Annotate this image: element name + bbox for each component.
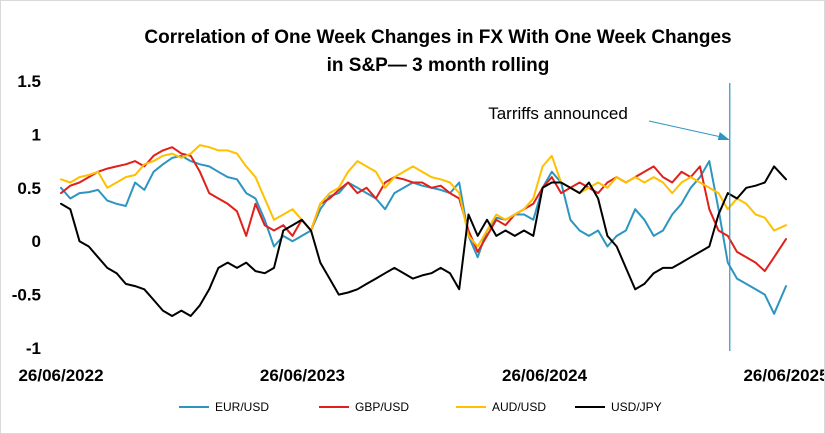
x-axis-ticks: 26/06/2022 26/06/2023 26/06/2024 26/06/2025 <box>18 366 824 385</box>
chart-title-line-2: in S&P— 3 month rolling <box>327 55 550 76</box>
series-line-gbp-usd <box>60 146 787 273</box>
series-line-aud-usd <box>60 144 787 248</box>
y-axis-ticks: 1.5 1 0.5 0 -0.5 -1 <box>12 72 41 358</box>
series-layer <box>60 144 787 317</box>
x-tick-label: 26/06/2022 <box>18 366 103 385</box>
x-tick-label: 26/06/2023 <box>260 366 345 385</box>
y-tick-label: 1.5 <box>17 72 41 91</box>
annotation-label: Tarriffs announced <box>488 104 628 123</box>
legend: EUR/USD GBP/USD AUD/USD USD/JPY <box>179 400 662 414</box>
x-tick-label: 26/06/2025 <box>743 366 824 385</box>
legend-label: GBP/USD <box>355 400 409 414</box>
x-tick-label: 26/06/2024 <box>502 366 588 385</box>
y-tick-label: 0 <box>32 232 41 251</box>
series-line-usd-jpy <box>60 165 787 317</box>
chart-title-line-1: Correlation of One Week Changes in FX Wi… <box>144 27 731 48</box>
annotation: Tarriffs announced <box>488 83 731 351</box>
legend-label: AUD/USD <box>492 400 546 414</box>
y-tick-label: -1 <box>26 339 41 358</box>
y-tick-label: -0.5 <box>12 286 41 305</box>
y-tick-label: 0.5 <box>17 179 41 198</box>
y-tick-label: 1 <box>32 125 41 144</box>
annotation-arrow-head <box>717 132 730 140</box>
series-line-eur-usd <box>60 154 787 315</box>
legend-label: EUR/USD <box>215 400 269 414</box>
annotation-arrow-shaft <box>648 120 726 139</box>
legend-label: USD/JPY <box>611 400 662 414</box>
